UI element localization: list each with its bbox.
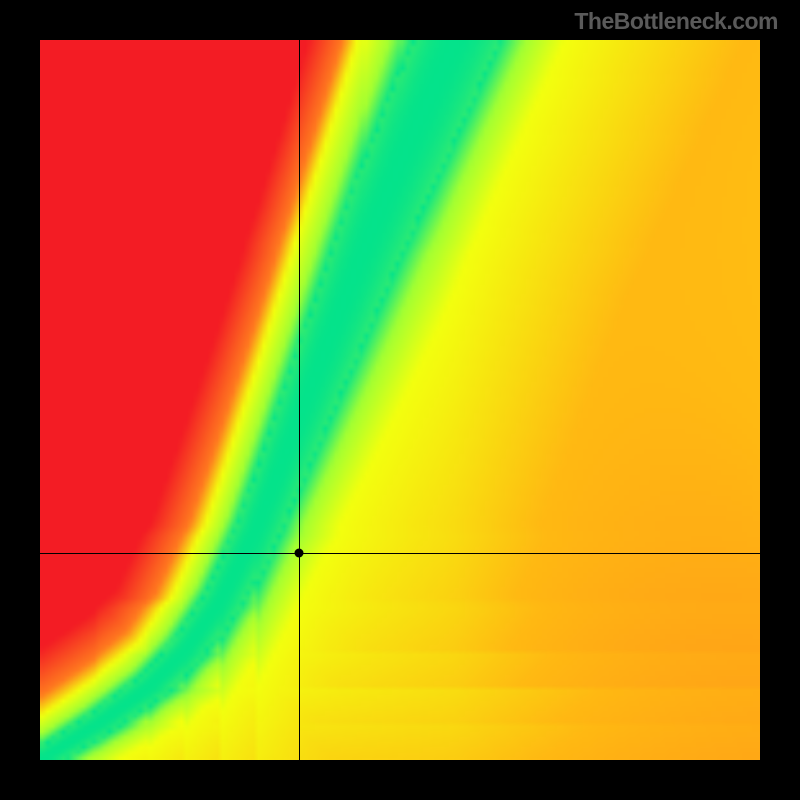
heatmap-plot bbox=[40, 40, 760, 760]
crosshair-horizontal bbox=[40, 553, 760, 554]
heatmap-canvas bbox=[40, 40, 760, 760]
crosshair-vertical bbox=[299, 40, 300, 760]
watermark-text: TheBottleneck.com bbox=[574, 8, 778, 35]
crosshair-marker bbox=[295, 549, 304, 558]
